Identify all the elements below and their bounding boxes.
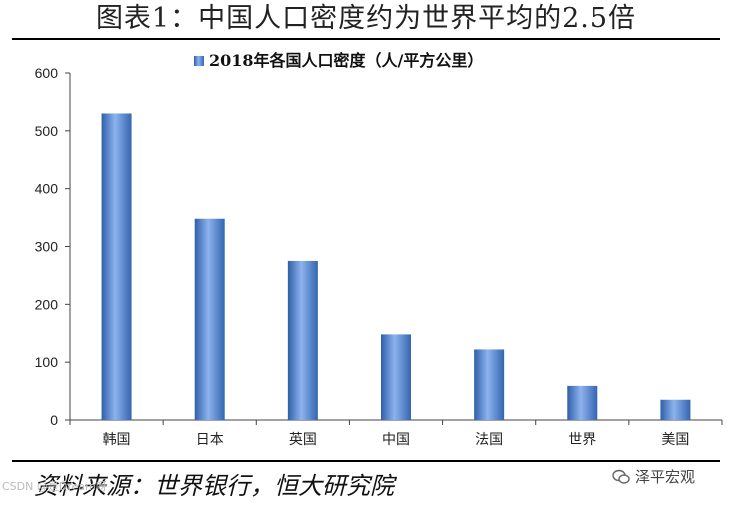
brand-name: 泽平宏观 <box>635 468 696 486</box>
y-tick-label: 500 <box>35 123 59 139</box>
y-tick-label: 0 <box>50 412 58 428</box>
bar <box>381 334 411 420</box>
x-tick-label: 韩国 <box>103 432 131 448</box>
top-rule <box>12 38 720 40</box>
source-note: 资料来源：世界银行，恒大研究院 <box>34 472 394 500</box>
bottom-rule <box>12 460 720 462</box>
x-tick-label: 日本 <box>196 432 224 448</box>
bar <box>101 113 132 420</box>
bar <box>194 218 225 420</box>
bar-chart: 2018年各国人口密度（人/平方公里） 0 100 200 300 400 500 600 韩… <box>35 51 723 448</box>
figure-title: 图表1：中国人口密度约为世界平均的2.5倍 <box>95 3 637 34</box>
legend-swatch <box>194 56 204 66</box>
y-tick-label: 100 <box>35 354 59 370</box>
y-tick-label: 200 <box>35 296 59 312</box>
bar <box>567 385 598 420</box>
x-tick-label: 美国 <box>661 432 689 448</box>
y-tick-label: 300 <box>35 239 59 255</box>
y-tick-label: 600 <box>35 65 59 81</box>
x-tick-label: 中国 <box>382 432 410 448</box>
bar <box>287 260 318 420</box>
x-tick-label: 法国 <box>475 432 503 448</box>
legend-label: 2018年各国人口密度（人/平方公里） <box>209 51 483 70</box>
y-tick-label: 400 <box>35 181 59 197</box>
x-tick-label: 世界 <box>568 432 596 448</box>
bar <box>660 399 691 420</box>
bar <box>474 349 505 420</box>
brand-badge: 泽平宏观 <box>612 466 695 487</box>
wechat-icon <box>612 469 630 484</box>
chart-legend: 2018年各国人口密度（人/平方公里） <box>194 51 483 70</box>
watermark: CSDN @是Dream呀 <box>2 480 107 493</box>
x-tick-label: 英国 <box>289 431 317 448</box>
